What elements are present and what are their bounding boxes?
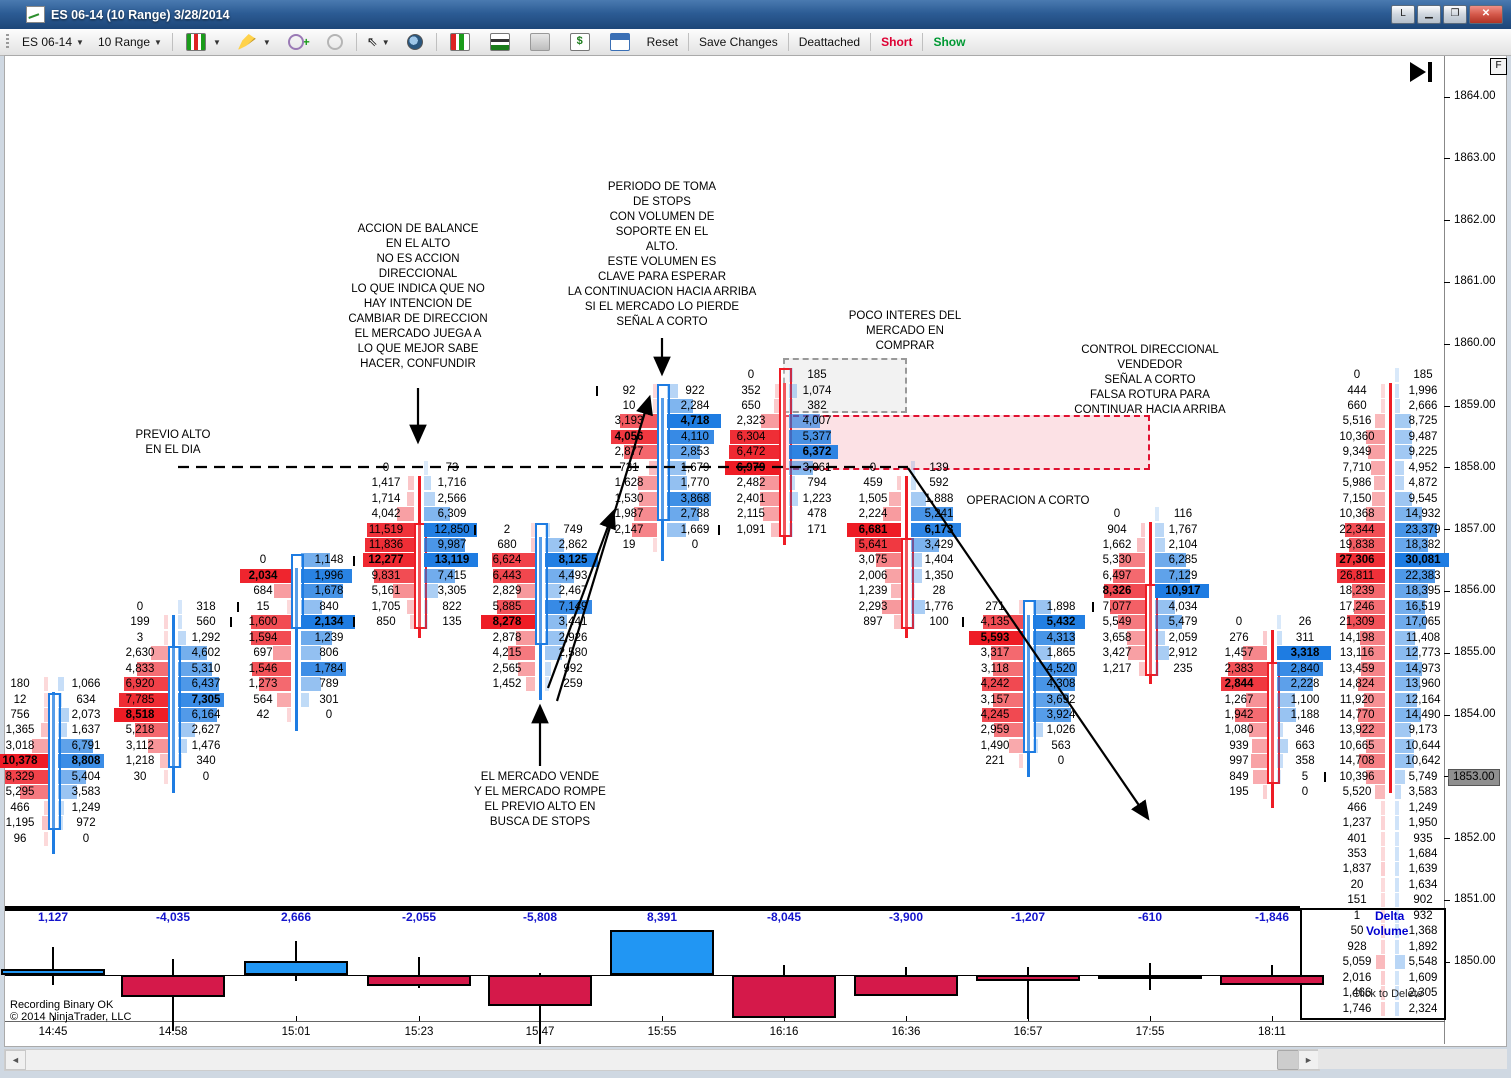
volume-profile-button[interactable] xyxy=(480,31,520,53)
zoom-out-icon xyxy=(326,34,343,50)
deattached-button[interactable]: Deattached xyxy=(792,33,867,51)
dollar-icon: $ xyxy=(569,33,590,51)
short-button[interactable]: Short xyxy=(874,33,919,51)
deattached-label: Deattached xyxy=(798,35,861,49)
cursor-icon: ⇖ xyxy=(366,34,378,49)
scrollbar-corner xyxy=(1318,1049,1507,1069)
chart-image-icon xyxy=(529,33,550,51)
chevron-down-icon: ▼ xyxy=(154,37,162,47)
delta-indicator-label[interactable]: Delta xyxy=(1375,909,1405,923)
toolbar: ES 06-14 ▼ 10 Range ▼ ▼ ▼ + ⇖ ▼ xyxy=(0,29,1511,56)
pencil-icon xyxy=(237,34,256,50)
snapshot-icon xyxy=(406,34,423,50)
chevron-down-icon: ▼ xyxy=(212,37,221,47)
scroll-left-button[interactable]: ◄ xyxy=(5,1050,26,1070)
show-button[interactable]: Show xyxy=(926,33,972,51)
chart-image-button[interactable] xyxy=(520,31,560,53)
save-changes-label: Save Changes xyxy=(698,35,778,49)
market-depth-icon xyxy=(449,33,470,51)
focus-button[interactable]: F xyxy=(1490,58,1507,75)
instrument-label: ES 06-14 xyxy=(22,35,73,49)
instrument-dropdown[interactable]: ES 06-14 ▼ xyxy=(15,33,91,51)
drawing-tools-dropdown[interactable]: ▼ xyxy=(228,32,278,52)
save-changes-button[interactable]: Save Changes xyxy=(692,33,785,51)
chart-canvas[interactable] xyxy=(4,55,1507,1047)
copyright-label: © 2014 NinjaTrader, LLC xyxy=(10,1011,132,1023)
click-to-delete-label[interactable]: Click to Delete xyxy=(1352,988,1423,1000)
data-grid-icon xyxy=(609,33,630,51)
data-grid-button[interactable] xyxy=(600,31,640,53)
zoom-out-button[interactable] xyxy=(317,32,353,52)
interval-dropdown[interactable]: 10 Range ▼ xyxy=(91,33,169,51)
window-title: ES 06-14 (10 Range) 3/28/2014 xyxy=(51,7,230,22)
market-depth-button[interactable] xyxy=(440,31,480,53)
short-label: Short xyxy=(881,35,913,49)
lock-button[interactable]: L xyxy=(1391,5,1415,24)
chevron-down-icon: ▼ xyxy=(381,37,390,47)
volume-profile-icon xyxy=(489,33,510,51)
zoom-in-button[interactable]: + xyxy=(278,32,317,52)
minimize-button[interactable]: ▁ xyxy=(1417,5,1441,24)
play-to-end-icon[interactable] xyxy=(1408,60,1438,86)
zoom-in-icon xyxy=(287,34,304,50)
reset-label: Reset xyxy=(646,35,678,49)
title-bar[interactable]: ES 06-14 (10 Range) 3/28/2014 L ▁ ❐ ✕ xyxy=(0,0,1511,29)
status-recording: Recording Binary OK xyxy=(10,999,114,1011)
restore-button[interactable]: ❐ xyxy=(1443,5,1467,24)
dollar-button[interactable]: $ xyxy=(560,31,600,53)
close-button[interactable]: ✕ xyxy=(1469,5,1503,24)
chevron-down-icon: ▼ xyxy=(262,37,271,47)
snapshot-button[interactable] xyxy=(397,32,433,52)
volume-indicator-label[interactable]: Volume xyxy=(1366,924,1409,938)
show-label: Show xyxy=(933,35,966,49)
interval-label: 10 Range xyxy=(97,35,151,49)
toolbar-grip[interactable] xyxy=(6,34,9,50)
candlestick-icon xyxy=(185,33,206,51)
reset-button[interactable]: Reset xyxy=(640,33,685,51)
cursor-dropdown[interactable]: ⇖ ▼ xyxy=(360,32,397,52)
app-icon xyxy=(26,6,45,23)
scroll-right-button[interactable]: ► xyxy=(1298,1050,1319,1070)
horizontal-scrollbar[interactable]: ◄ ► xyxy=(4,1049,1320,1071)
chart-style-dropdown[interactable]: ▼ xyxy=(176,31,228,53)
chevron-down-icon: ▼ xyxy=(76,37,84,47)
